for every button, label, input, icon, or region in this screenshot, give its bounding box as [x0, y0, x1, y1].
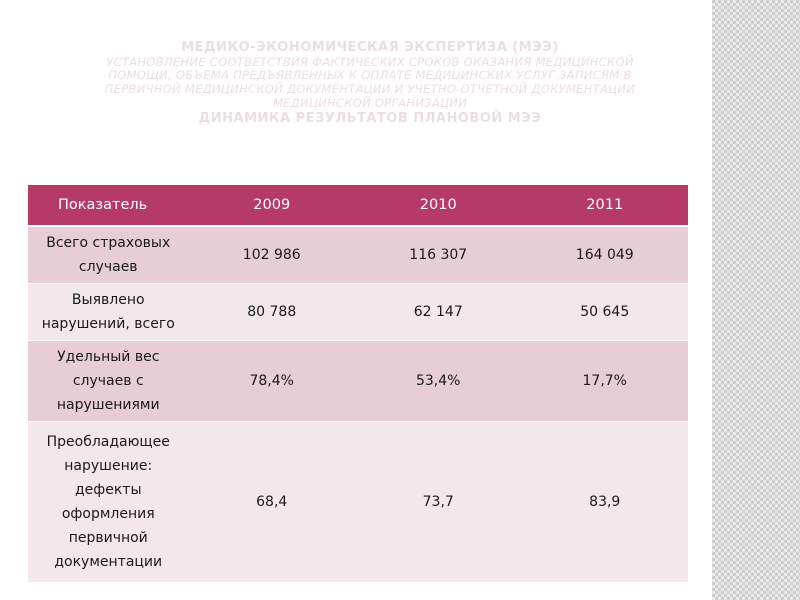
slide: Медико-экономическая экспертиза (МЭЭ) Ус…: [28, 40, 700, 582]
cell-2009: 80 788: [188, 283, 355, 341]
row-label: Удельный вес случаев с нарушениями: [28, 340, 189, 422]
title-subtitle-line-2: помощи, объема предъявленных к оплате ме…: [108, 68, 632, 83]
row-label: Выявлено нарушений, всего: [28, 283, 189, 341]
cell-2010: 53,4%: [354, 340, 522, 422]
header-2011: 2011: [521, 185, 688, 227]
table-row: Всего страховых случаев 102 986 116 307 …: [28, 225, 688, 284]
table-row: Преобладающее нарушение: дефекты оформле…: [28, 421, 688, 582]
cell-2009: 78,4%: [188, 340, 355, 422]
title-subtitle-line-3: первичной медицинской документации и уче…: [104, 82, 636, 97]
title-dynamics: Динамика результатов плановой МЭЭ: [198, 110, 542, 126]
header-indicator: Показатель: [28, 185, 189, 227]
table-row: Выявлено нарушений, всего 80 788 62 147 …: [28, 283, 688, 341]
cell-2009: 102 986: [188, 225, 355, 284]
results-table: Показатель 2009 2010 2011 Всего страховы…: [28, 185, 688, 582]
title-subtitle-line-1: Установление соответствия фактических ср…: [106, 54, 634, 69]
row-label: Преобладающее нарушение: дефекты оформле…: [28, 421, 189, 582]
cell-2010: 62 147: [354, 283, 522, 341]
header-2010: 2010: [354, 185, 522, 227]
table-header-row: Показатель 2009 2010 2011: [28, 185, 688, 227]
slide-title: Медико-экономическая экспертиза (МЭЭ) Ус…: [40, 40, 700, 126]
cell-2009: 68,4: [188, 421, 355, 582]
row-label: Всего страховых случаев: [28, 225, 189, 284]
title-subtitle-line-4: медицинской организации: [272, 95, 468, 110]
cell-2011: 17,7%: [521, 340, 688, 422]
cell-2011: 50 645: [521, 283, 688, 341]
results-table-container: Показатель 2009 2010 2011 Всего страховы…: [28, 185, 688, 582]
title-main: Медико-экономическая экспертиза (МЭЭ): [181, 40, 559, 55]
header-2009: 2009: [188, 185, 355, 227]
cell-2011: 83,9: [521, 421, 688, 582]
cell-2011: 164 049: [521, 225, 688, 284]
table-row: Удельный вес случаев с нарушениями 78,4%…: [28, 340, 688, 422]
cell-2010: 116 307: [354, 225, 522, 284]
decorative-side-strip: [712, 0, 800, 600]
cell-2010: 73,7: [354, 421, 522, 582]
